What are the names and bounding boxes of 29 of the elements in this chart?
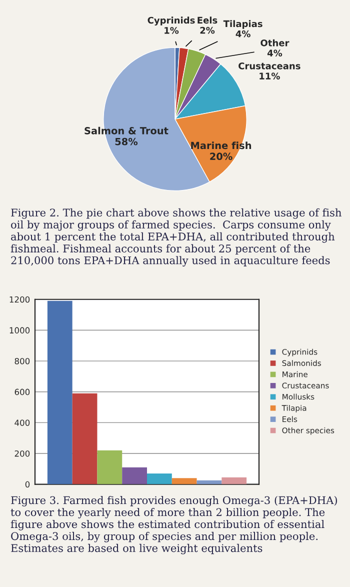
data-label: 58% xyxy=(115,138,138,146)
caption: Figure 3. Farmed fish provides enough Omega-3 (EPA+DHA) to cover the yearly need of more than 2 billion people. The figure above shows the estimated contribution of essential Omega-3 oils, by group of species and per million people. Estimates are based on live weight equivalents xyxy=(10,496,337,554)
data-label: 1% xyxy=(164,27,179,34)
data-label: 2% xyxy=(200,26,215,34)
bar xyxy=(47,300,72,484)
bar xyxy=(72,393,98,484)
bar xyxy=(147,473,172,484)
caption: Figure 2. The pie chart above shows the relative usage of fish oil by major groups of farmed species. Carps consume only about 1 percent the total EPA+DHA, all contributed through fishmeal. Fishmeal accounts for about 25 percent of the 210,000 tons EPA+DHA annually used in aquaculture feeds xyxy=(10,208,342,266)
data-label: 20% xyxy=(210,152,232,160)
slice-label: Eels xyxy=(198,16,218,24)
y-tick-label: 800 xyxy=(14,358,30,364)
y-tick-label: 1200 xyxy=(10,296,30,303)
slice-label: Other xyxy=(260,39,290,46)
data-label: 4% xyxy=(236,30,250,38)
slice-label: Crustaceans xyxy=(238,62,300,70)
bar xyxy=(122,467,147,484)
data-label: 4% xyxy=(267,50,282,56)
bar xyxy=(172,478,197,484)
y-tick-label: 200 xyxy=(14,450,30,457)
y-tick-label: 0 xyxy=(25,481,30,488)
y-tick-label: 600 xyxy=(14,388,30,396)
bar xyxy=(97,450,122,484)
data-label: 11% xyxy=(260,72,280,80)
slice-label: Salmon & Trout xyxy=(84,126,168,134)
bar xyxy=(222,477,247,484)
slice-label: Tilapias xyxy=(223,20,262,29)
slice-label: Cyprinids xyxy=(148,16,195,26)
y-tick-label: 400 xyxy=(14,420,30,426)
y-tick-label: 1000 xyxy=(10,327,30,334)
